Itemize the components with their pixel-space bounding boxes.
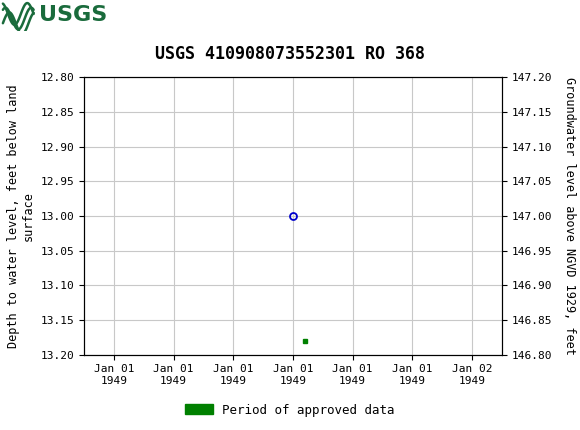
Legend: Period of approved data: Period of approved data [180, 399, 400, 421]
Text: USGS: USGS [39, 6, 108, 25]
Y-axis label: Depth to water level, feet below land
surface: Depth to water level, feet below land su… [7, 84, 35, 348]
Y-axis label: Groundwater level above NGVD 1929, feet: Groundwater level above NGVD 1929, feet [563, 77, 576, 355]
Bar [0, 0, 67, 31]
Text: USGS 410908073552301 RO 368: USGS 410908073552301 RO 368 [155, 45, 425, 63]
